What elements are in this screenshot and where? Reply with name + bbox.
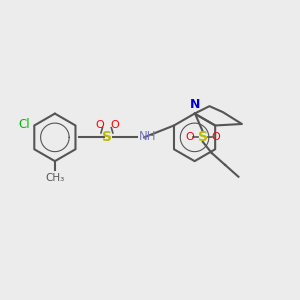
Text: NH: NH — [139, 130, 156, 143]
Text: N: N — [190, 98, 200, 111]
Text: O: O — [95, 121, 104, 130]
Text: O: O — [185, 132, 194, 142]
Text: O: O — [110, 121, 119, 130]
Text: S: S — [198, 130, 208, 144]
Text: Cl: Cl — [18, 118, 30, 131]
Text: CH₃: CH₃ — [45, 173, 64, 183]
Text: O: O — [212, 132, 220, 142]
Text: S: S — [102, 130, 112, 144]
